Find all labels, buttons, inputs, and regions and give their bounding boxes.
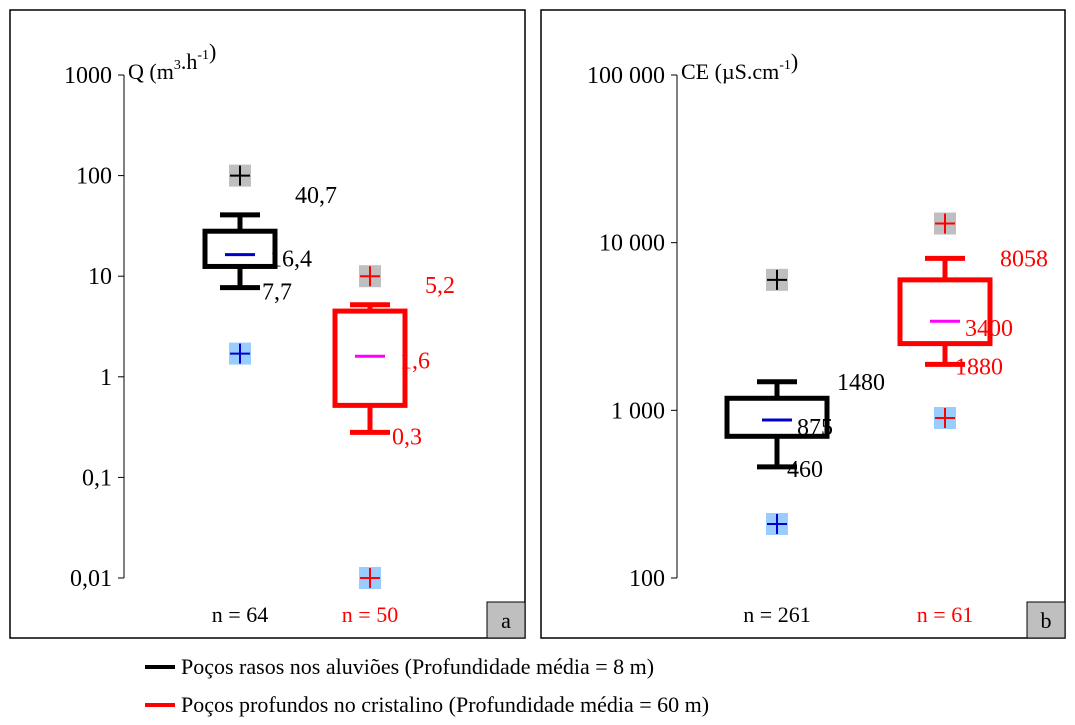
y-tick-label: 100 bbox=[76, 164, 112, 190]
data-label-median: 16,4 bbox=[270, 247, 312, 273]
y-tick-label: 1000 bbox=[64, 63, 112, 89]
legend-label: Poços rasos nos aluviões (Profundidade m… bbox=[181, 654, 655, 679]
data-label-median: 875 bbox=[797, 415, 833, 441]
legend-item-shallow-wells: Poços rasos nos aluviões (Profundidade m… bbox=[145, 654, 654, 680]
data-label-whisker-low: 1880 bbox=[955, 354, 1003, 380]
data-label-median: 3400 bbox=[965, 316, 1013, 342]
y-tick-label: 100 bbox=[629, 566, 665, 592]
legend-swatch-black bbox=[145, 665, 175, 669]
box-iqr bbox=[897, 277, 993, 347]
sample-size-label: n = 261 bbox=[743, 602, 810, 627]
legend-swatch-red bbox=[145, 703, 175, 707]
y-axis-label: Q (m3.h-1) bbox=[128, 39, 216, 84]
sample-size-label: n = 61 bbox=[917, 602, 973, 627]
y-tick-label: 10 000 bbox=[599, 231, 665, 257]
y-tick-label: 1 bbox=[100, 365, 112, 391]
data-label-median: 1,6 bbox=[400, 348, 430, 374]
panel-frame bbox=[540, 9, 1066, 639]
chart-panel-a: 1000 100 10 1 0,1 0,01 Q (m3.h-1) 40,7 16,4 7,7 n … bbox=[9, 9, 526, 639]
data-label-whisker-low: 0,3 bbox=[392, 424, 422, 450]
series-1-box: 5,2 1,6 0,3 n = 50 bbox=[332, 265, 455, 627]
y-tick-label: 0,01 bbox=[70, 566, 112, 592]
series-0-box: 40,7 16,4 7,7 n = 64 bbox=[202, 164, 337, 627]
data-label-whisker-low: 460 bbox=[787, 457, 823, 483]
legend-label: Poços profundos no cristalino (Profundid… bbox=[181, 692, 710, 717]
sample-size-label: n = 50 bbox=[342, 602, 398, 627]
box-iqr bbox=[332, 308, 408, 408]
data-label-whisker-low: 7,7 bbox=[262, 280, 292, 306]
box-iqr bbox=[202, 228, 278, 269]
y-tick-label: 100 000 bbox=[587, 63, 665, 89]
data-label-whisker-high: 5,2 bbox=[425, 273, 455, 299]
series-1-box: 8058 3400 1880 n = 61 bbox=[897, 212, 1048, 627]
sample-size-label: n = 64 bbox=[212, 602, 268, 627]
panel-letter: b bbox=[1041, 608, 1052, 633]
boxplot-figure: 1000 100 10 1 0,1 0,01 Q (m3.h-1) 40,7 16,4 7,7 n … bbox=[9, 9, 1066, 639]
panel-frame bbox=[9, 9, 526, 639]
chart-panel-b: 100 000 10 000 1 000 100 CE (µS.cm-1) 1480875… bbox=[540, 9, 1066, 639]
box-iqr bbox=[724, 395, 830, 439]
panel-letter-box bbox=[1026, 601, 1066, 639]
y-tick-label: 10 bbox=[88, 264, 112, 290]
data-label-whisker-high: 40,7 bbox=[295, 183, 337, 209]
legend-item-deep-wells: Poços profundos no cristalino (Profundid… bbox=[145, 692, 709, 718]
y-tick-label: 1 000 bbox=[611, 398, 665, 424]
panel-letter-box bbox=[486, 601, 526, 639]
y-tick-label: 0,1 bbox=[82, 465, 112, 491]
data-label-whisker-high: 8058 bbox=[1000, 246, 1048, 272]
panel-letter: a bbox=[501, 608, 511, 633]
y-axis-label: CE (µS.cm-1) bbox=[681, 49, 798, 84]
data-label-whisker-high: 1480 bbox=[837, 370, 885, 396]
